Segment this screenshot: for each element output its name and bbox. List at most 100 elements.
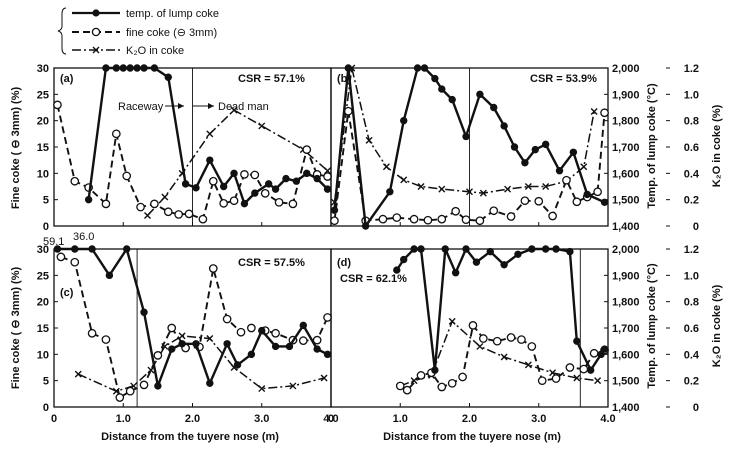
point-temp (451, 269, 460, 277)
legend-label-temp: temp. of lump coke (126, 8, 219, 20)
point-fine (219, 199, 229, 208)
point-temp (569, 148, 578, 156)
panel-label: (b) (337, 73, 351, 85)
k2o-tick-label: 0.8 (684, 297, 699, 309)
point-k2o (258, 385, 266, 393)
k2o-tick-label: 0.4 (684, 168, 700, 180)
point-fine (167, 323, 177, 333)
left-tick-label: 20 (37, 297, 49, 309)
point-temp (393, 266, 401, 274)
point-temp (219, 182, 228, 191)
panel-c-top-value-1: 59.1 (43, 236, 64, 248)
point-fine (492, 336, 502, 346)
point-fine (271, 328, 280, 338)
temp-axis-title-top: Temp. of lump coke (°C) (646, 83, 658, 209)
point-k2o (476, 342, 484, 350)
point-temp (53, 245, 62, 253)
point-k2o (542, 183, 550, 190)
point-fine (565, 363, 575, 372)
point-temp (271, 185, 280, 193)
left-tick-label: 10 (37, 349, 49, 361)
legend-marker-fine (91, 27, 101, 37)
point-temp (178, 340, 186, 348)
point-temp (583, 190, 591, 199)
point-temp (448, 95, 456, 104)
point-fine (323, 172, 332, 181)
point-k2o (143, 211, 151, 219)
point-fine (111, 129, 121, 139)
point-fine (437, 214, 447, 224)
x-tick-label: 0 (328, 413, 334, 425)
point-temp (247, 350, 256, 359)
point-k2o (161, 193, 169, 201)
point-fine (506, 333, 516, 342)
point-fine (343, 106, 353, 116)
point-temp (541, 245, 550, 253)
temp-tick-label: 1,400 (612, 402, 640, 414)
csr-label: CSR = 53.9% (530, 73, 597, 85)
panel-label: (c) (60, 287, 74, 299)
point-temp (597, 350, 605, 359)
point-fine (534, 196, 544, 206)
point-fine (451, 206, 460, 216)
point-fine (572, 197, 582, 207)
k2o-axis-title-bottom: K₂O in coke (%) (711, 284, 723, 367)
point-fine (260, 188, 270, 198)
point-temp (600, 345, 609, 353)
point-fine (56, 252, 66, 262)
point-temp (206, 379, 214, 387)
point-temp (258, 326, 266, 335)
point-temp (410, 245, 418, 253)
temp-tick-label: 1,900 (612, 89, 640, 101)
point-fine (288, 199, 298, 209)
point-temp (105, 271, 114, 280)
point-temp (344, 64, 353, 72)
point-fine (122, 171, 132, 181)
point-temp (303, 169, 311, 178)
point-temp (386, 188, 394, 196)
k2o-axis-title-top: K₂O in coke (%) (711, 104, 723, 187)
legend-marker-k2o (92, 46, 100, 54)
left-axis-title-top: Fine coke ( ⊖ 3mm) (%) (10, 87, 22, 210)
point-fine (150, 199, 159, 209)
point-k2o (438, 185, 446, 193)
x-axis-title-left: Distance from the tuyere nose (m) (101, 431, 279, 443)
left-tick-label: 15 (37, 142, 49, 154)
point-temp (417, 245, 425, 253)
point-fine (562, 175, 571, 185)
x-tick-label: 4.0 (323, 413, 338, 425)
point-k2o (178, 332, 186, 340)
left-tick-label: 5 (43, 195, 49, 207)
point-temp (541, 140, 550, 149)
legend: temp. of lump coke fine coke (⊖ 3mm) K₂O… (57, 7, 219, 57)
point-fine (330, 216, 339, 226)
point-temp (285, 342, 294, 351)
point-temp (264, 180, 273, 188)
x-tick-label: 1.0 (116, 413, 131, 425)
point-fine (222, 314, 232, 324)
point-temp (119, 64, 127, 72)
x-tick-label: 2.0 (185, 413, 200, 425)
point-temp (472, 258, 481, 266)
point-temp (271, 342, 280, 351)
csr-label: CSR = 57.1% (238, 73, 305, 85)
point-fine (236, 327, 246, 337)
point-temp (413, 64, 422, 72)
legend-label-k2o: K₂O in coke (126, 45, 184, 57)
k2o-tick-label: 1.0 (684, 89, 699, 101)
panel-a: 0 5 10 15 20 25 30 (a) CSR = 57.1% (37, 63, 332, 233)
point-fine (163, 207, 173, 217)
point-fine (70, 176, 80, 186)
point-fine (274, 197, 284, 207)
point-fine (208, 264, 218, 273)
point-k2o (590, 107, 598, 115)
csr-label: CSR = 62.1% (340, 273, 407, 285)
temp-tick-label: 1,800 (612, 116, 640, 128)
x-axis-title-right: Distance from the tuyere nose (m) (383, 431, 561, 443)
point-temp (555, 167, 564, 175)
panel-c-top-value-2: 36.0 (73, 231, 94, 243)
point-temp (438, 85, 446, 93)
point-fine (101, 199, 111, 209)
left-tick-label: 30 (37, 63, 49, 75)
